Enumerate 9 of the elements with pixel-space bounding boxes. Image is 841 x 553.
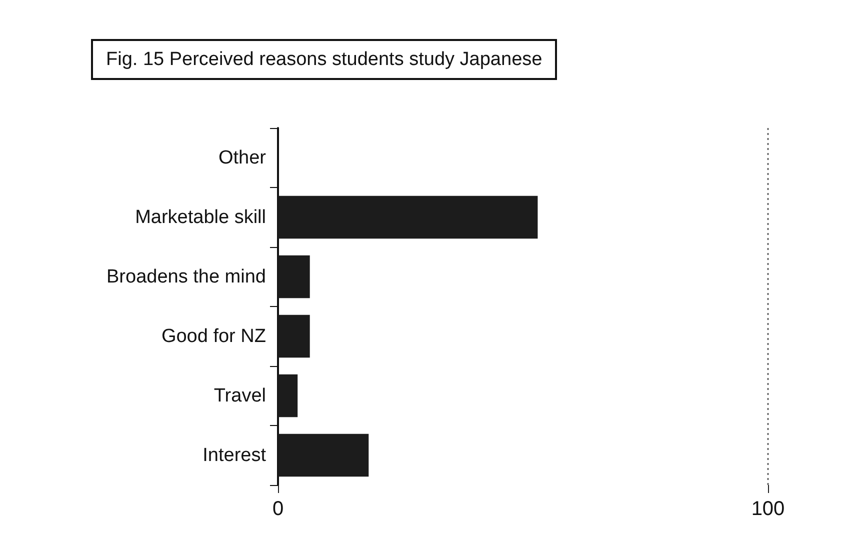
chart-title: Fig. 15 Perceived reasons students study Japanese	[106, 49, 542, 70]
y-tick-label: Other	[218, 147, 267, 168]
x-tick-label: 0	[272, 498, 284, 520]
y-tick-label: Broadens the mind	[106, 266, 266, 288]
y-tick-label: Travel	[214, 385, 266, 406]
y-tick-label: Good for NZ	[161, 326, 266, 347]
x-tick-label: 100	[751, 498, 785, 520]
y-tick-label: Marketable skill	[135, 206, 266, 228]
y-tick-label: Interest	[202, 444, 267, 466]
